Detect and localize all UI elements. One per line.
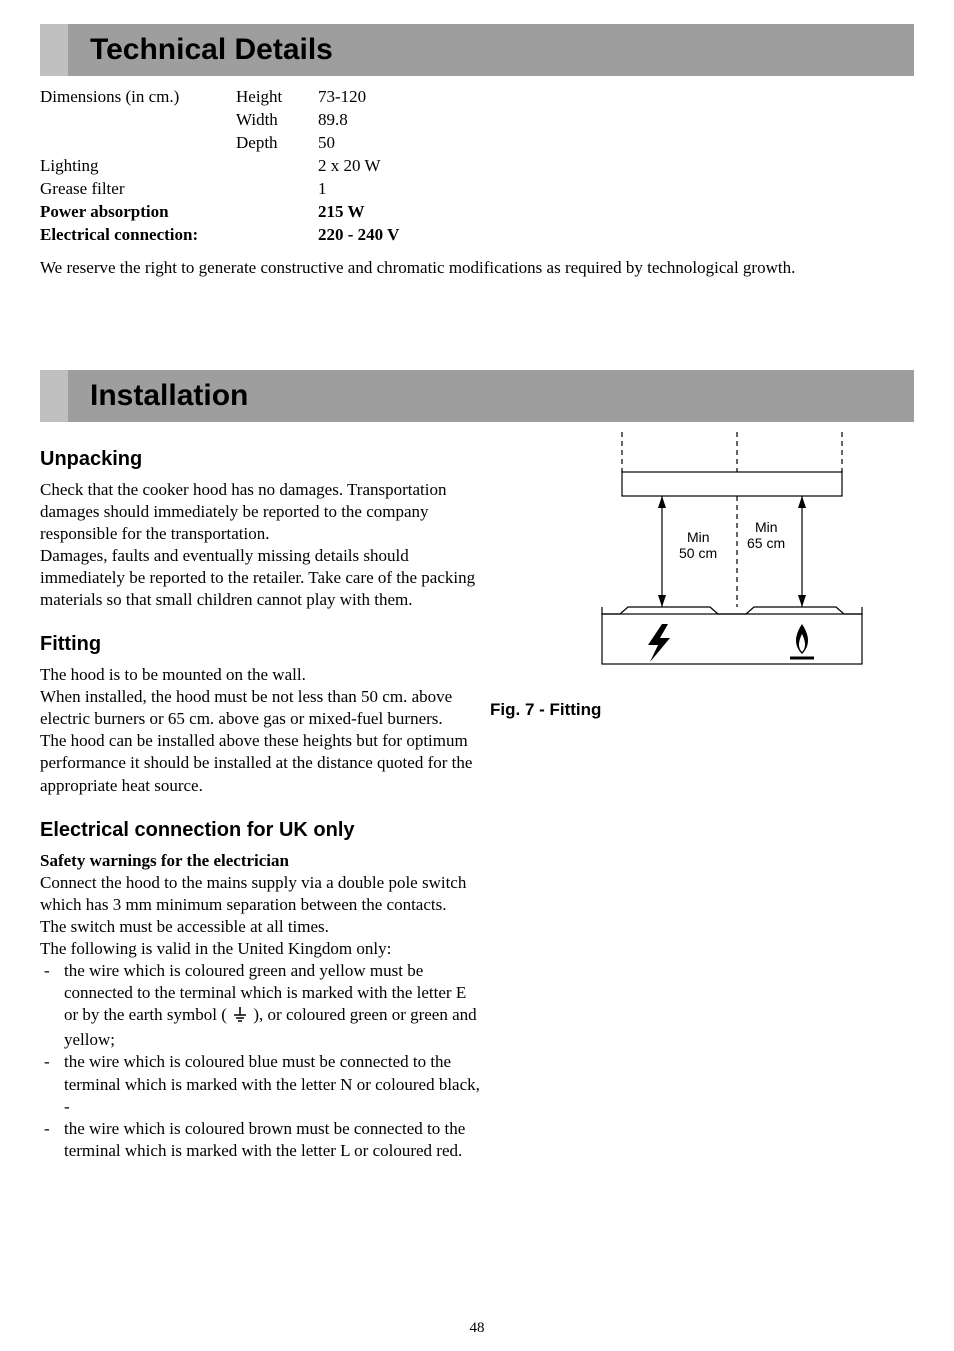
power-label: Power absorption — [40, 201, 236, 224]
page: Technical Details Dimensions (in cm.) He… — [0, 0, 954, 1351]
electrical-p3: The following is valid in the United Kin… — [40, 938, 480, 960]
fig-label-left-1: Min — [687, 529, 710, 545]
width-val: 89.8 — [318, 109, 448, 132]
grease-val: 1 — [318, 178, 448, 201]
electrical-p1b: which has 3 mm minimum separation betwee… — [40, 894, 480, 916]
dim-label: Dimensions (in cm.) — [40, 86, 236, 109]
banner-installation: Installation — [40, 370, 914, 422]
fig-label-left-2: 50 cm — [679, 545, 717, 561]
lighting-val: 2 x 20 W — [318, 155, 448, 178]
left-column: Unpacking Check that the cooker hood has… — [40, 432, 480, 1162]
height-val: 73-120 — [318, 86, 448, 109]
depth-val: 50 — [318, 132, 448, 155]
unpacking-p1: Check that the cooker hood has no damage… — [40, 479, 480, 545]
fitting-diagram: Min 50 cm Min 65 cm — [542, 432, 872, 692]
banner-title-technical: Technical Details — [90, 33, 333, 67]
electrical-p2: The switch must be accessible at all tim… — [40, 916, 480, 938]
earth-icon — [233, 1007, 247, 1029]
banner-title-installation: Installation — [90, 379, 248, 413]
height-label: Height — [236, 86, 318, 109]
lighting-label: Lighting — [40, 155, 236, 178]
width-label: Width — [236, 109, 318, 132]
fitting-heading: Fitting — [40, 633, 480, 656]
fig-label-right-1: Min — [755, 519, 778, 535]
page-number: 48 — [0, 1320, 954, 1337]
elec-label: Electrical connection: — [40, 224, 236, 247]
electrical-list: the wire which is coloured green and yel… — [40, 960, 480, 1162]
fitting-p2: When installed, the hood must be not les… — [40, 686, 480, 730]
depth-label: Depth — [236, 132, 318, 155]
banner-technical-details: Technical Details — [40, 24, 914, 76]
gas-flame-icon — [790, 624, 814, 658]
fig-label-right-2: 65 cm — [747, 535, 785, 551]
electric-icon — [648, 624, 670, 662]
electrical-li2: the wire which is coloured blue must be … — [40, 1051, 480, 1117]
figure-caption: Fig. 7 - Fitting — [490, 700, 601, 720]
elec-val: 220 - 240 V — [318, 224, 448, 247]
unpacking-p2: Damages, faults and eventually missing d… — [40, 545, 480, 611]
electrical-heading: Electrical connection for UK only — [40, 819, 480, 842]
electrical-p1a: Connect the hood to the mains supply via… — [40, 872, 480, 894]
reserve-note: We reserve the right to generate constru… — [40, 257, 914, 280]
unpacking-heading: Unpacking — [40, 448, 480, 471]
power-val: 215 W — [318, 201, 448, 224]
electrical-li3: the wire which is coloured brown must be… — [40, 1118, 480, 1162]
right-column: Min 50 cm Min 65 cm — [500, 432, 914, 1162]
fitting-p3: The hood can be installed above these he… — [40, 730, 480, 796]
spec-table: Dimensions (in cm.) Height 73-120 Width … — [40, 86, 448, 247]
grease-label: Grease filter — [40, 178, 236, 201]
electrical-li1: the wire which is coloured green and yel… — [40, 960, 480, 1051]
fitting-p1: The hood is to be mounted on the wall. — [40, 664, 480, 686]
electrical-subhead: Safety warnings for the electrician — [40, 850, 480, 872]
